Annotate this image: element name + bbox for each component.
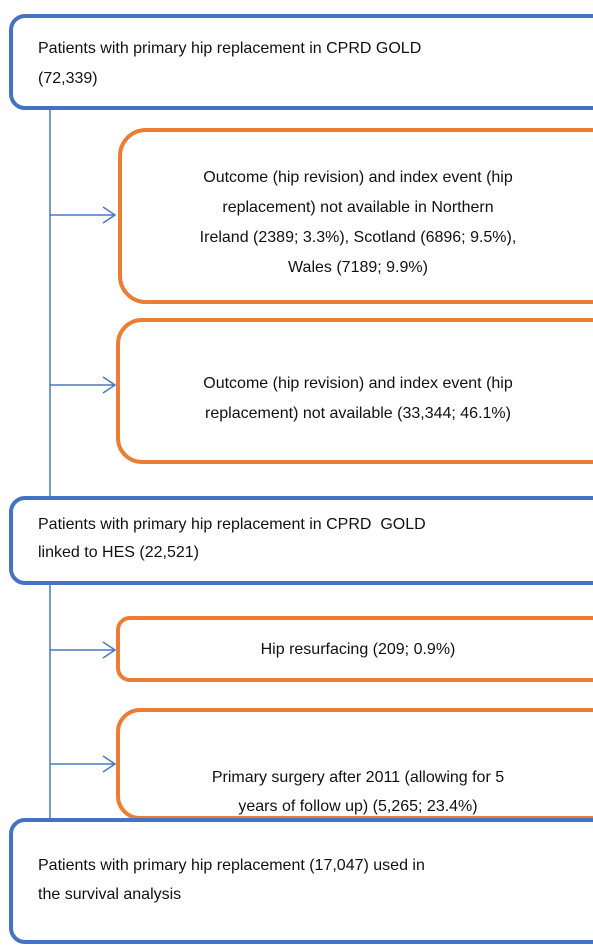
arrow [50,641,117,659]
node-label: Patients with primary hip replacement in… [38,40,421,57]
arrow [50,755,117,773]
node-label: Outcome (hip revision) and index event (… [203,169,513,186]
arrow [50,206,117,224]
node-label: linked to HES (22,521) [38,544,199,561]
box [118,128,593,304]
node-label: Hip resurfacing (209; 0.9%) [261,641,456,658]
node-label: (72,339) [38,70,98,87]
node-label: replacement) not available (33,344; 46.1… [205,405,511,422]
node-label: Patients with primary hip replacement (1… [38,857,425,874]
box [116,318,593,464]
node-label: years of follow up) (5,265; 23.4%) [238,798,477,815]
arrows [50,206,117,773]
box [9,14,593,110]
node-label: Patients with primary hip replacement in… [38,516,426,533]
box [116,616,593,682]
node-label: Wales (7189; 9.9%) [288,259,428,276]
node-label: Outcome (hip revision) and index event (… [203,375,513,392]
labels: Patients with primary hip replacement in… [38,40,516,903]
node-label: the survival analysis [38,886,181,903]
arrow [50,376,117,394]
node-label: replacement) not available in Northern [222,199,493,216]
box [9,496,593,585]
box [9,818,593,944]
node-label: Ireland (2389; 3.3%), Scotland (6896; 9.… [200,229,517,246]
node-label: Primary surgery after 2011 (allowing for… [212,769,504,786]
